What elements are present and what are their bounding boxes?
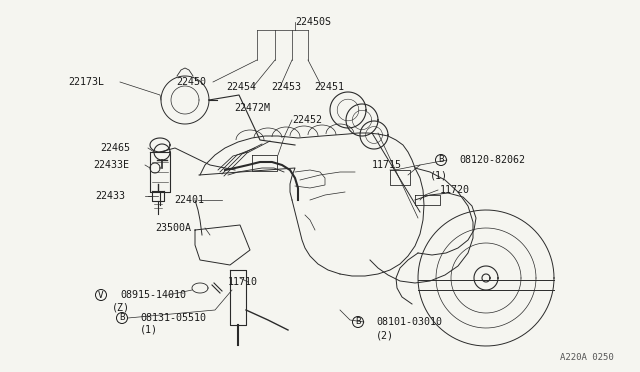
Text: 22450: 22450 <box>176 77 206 87</box>
Text: 08120-82062: 08120-82062 <box>459 155 525 165</box>
Text: 22433E: 22433E <box>93 160 129 170</box>
Text: A220A 0250: A220A 0250 <box>560 353 614 362</box>
Text: B: B <box>355 317 361 327</box>
Text: (Z): (Z) <box>112 303 130 313</box>
Text: 08131-05510: 08131-05510 <box>140 313 206 323</box>
Text: 11710: 11710 <box>228 277 258 287</box>
Text: V: V <box>98 291 104 299</box>
Text: (1): (1) <box>140 325 158 335</box>
Text: 22452: 22452 <box>292 115 322 125</box>
Text: 22433: 22433 <box>95 191 125 201</box>
Text: 08915-14010: 08915-14010 <box>120 290 186 300</box>
Text: 22401: 22401 <box>174 195 204 205</box>
Text: B: B <box>438 155 444 164</box>
Text: B: B <box>119 314 125 323</box>
Text: 22450S: 22450S <box>295 17 331 27</box>
Text: (1): (1) <box>430 170 448 180</box>
Text: 22173L: 22173L <box>68 77 104 87</box>
Text: 11720: 11720 <box>440 185 470 195</box>
Text: 22465: 22465 <box>100 143 130 153</box>
Text: (2): (2) <box>376 330 394 340</box>
Text: 11715: 11715 <box>372 160 402 170</box>
Text: 22451: 22451 <box>314 82 344 92</box>
Text: 22472M: 22472M <box>234 103 270 113</box>
Text: 22454: 22454 <box>226 82 256 92</box>
Text: 22453: 22453 <box>271 82 301 92</box>
Text: 08101-03010: 08101-03010 <box>376 317 442 327</box>
Text: 23500A: 23500A <box>155 223 191 233</box>
